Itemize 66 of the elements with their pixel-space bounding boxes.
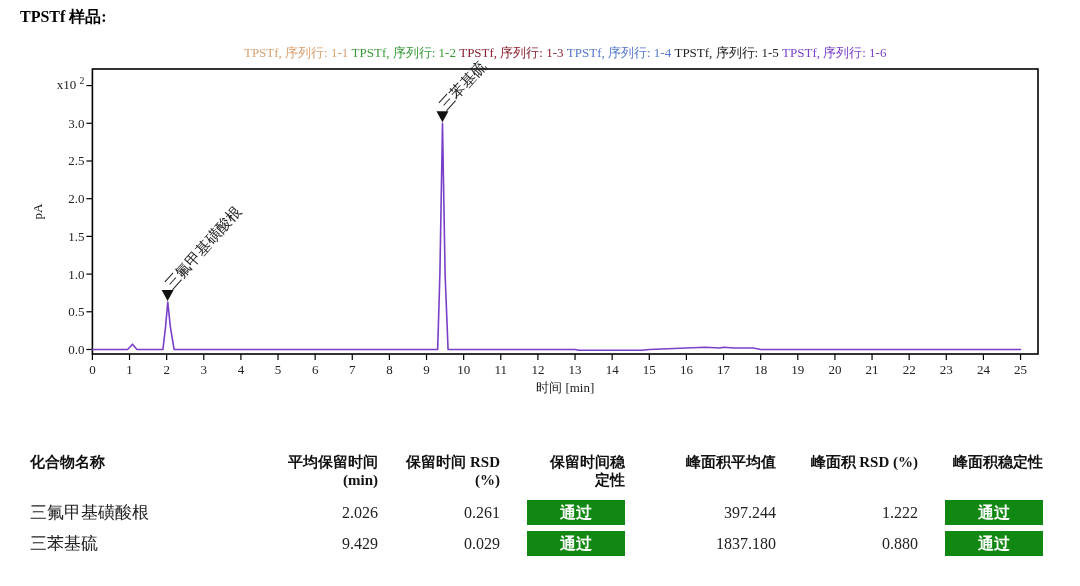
legend-label: TPSTf, 序列行: 1-3 (455, 45, 564, 60)
x-tick-label: 22 (902, 362, 916, 377)
x-axis-title: 时间 [min] (536, 380, 595, 395)
x-tick-label: 5 (274, 362, 282, 377)
x-tick-label: 18 (754, 362, 768, 377)
text: 2.026 (342, 504, 378, 521)
x-tick-label: 21 (865, 362, 879, 377)
x-tick-label: 4 (237, 362, 245, 377)
x-tick-label: 19 (791, 362, 805, 377)
legend-label: TPSTf, 序列行: 1-4 (563, 45, 672, 60)
x-tick-label: 16 (679, 362, 694, 377)
text: 化合物名称 (29, 454, 106, 470)
y-tick-label: 1.0 (68, 266, 85, 282)
y-tick-label: 0.0 (68, 341, 85, 357)
x-tick-label: 10 (457, 362, 471, 377)
y-axis-title: pA (30, 202, 45, 220)
x-tick-label: 23 (939, 362, 953, 377)
x-tick-label: 15 (642, 362, 656, 377)
text: 通过 (559, 535, 593, 552)
text: 0.880 (882, 535, 918, 552)
text: 三氟甲基磺酸根 (30, 503, 149, 522)
y-tick-label: 3.0 (68, 115, 85, 131)
x-tick-label: 0 (89, 362, 96, 377)
text: 三苯基硫 (30, 534, 98, 553)
x-tick-label: 14 (605, 362, 620, 377)
text: 397.244 (724, 504, 776, 521)
text: 9.429 (342, 535, 378, 552)
chart-title: TPSTf 样品: (20, 8, 107, 25)
text: 通过 (977, 504, 1011, 521)
legend-label: TPSTf, 序列行: 1-5 (671, 45, 779, 60)
x-tick-label: 2 (163, 362, 170, 377)
x-tick-label: 25 (1014, 362, 1028, 377)
text: 0.261 (464, 504, 500, 521)
x-tick-label: 6 (311, 362, 319, 377)
y-tick-label: 2.5 (68, 153, 85, 169)
text: 保留时间 RSD (%) (405, 454, 501, 489)
x-tick-label: 8 (386, 362, 393, 377)
legend-label: TPSTf, 序列行: 1-1 (243, 45, 349, 60)
x-tick-label: 13 (568, 362, 582, 377)
x-tick-label: 12 (531, 362, 545, 377)
text: 1.222 (882, 504, 918, 521)
text: 通过 (559, 504, 593, 521)
x-tick-label: 17 (717, 362, 731, 377)
text: 1837.180 (716, 535, 776, 552)
text: 峰面积稳定性 (953, 453, 1043, 470)
text: 通过 (977, 535, 1011, 552)
text: 保留时间稳定性 (549, 454, 626, 488)
annotation: 三氟甲基磺酸根 (161, 203, 245, 292)
y-tick-label: 1.5 (68, 228, 85, 244)
x-tick-label: 9 (423, 362, 430, 377)
x-tick-label: 3 (200, 362, 208, 377)
legend-label: TPSTf, 序列行: 1-2 (348, 45, 456, 60)
x-tick-label: 1 (126, 362, 133, 377)
x-tick-label: 20 (828, 362, 842, 377)
annotation: 三苯基硫 (436, 58, 489, 114)
x-tick-label: 7 (349, 362, 357, 377)
x-tick-label: 11 (494, 362, 508, 377)
y-tick-label: 2.0 (68, 191, 85, 207)
text: TPSTf, 序列行: 1-6 (778, 45, 887, 60)
text: x10 $^{2}$ (56, 74, 85, 92)
text: 0.029 (464, 535, 500, 552)
x-tick-label: 24 (976, 362, 991, 377)
text: 峰面积 RSD (%) (810, 454, 918, 471)
text: 平均保留时间 (min) (287, 454, 378, 489)
text: 峰面积平均值 (686, 454, 776, 470)
y-tick-label: 0.5 (68, 304, 85, 320)
